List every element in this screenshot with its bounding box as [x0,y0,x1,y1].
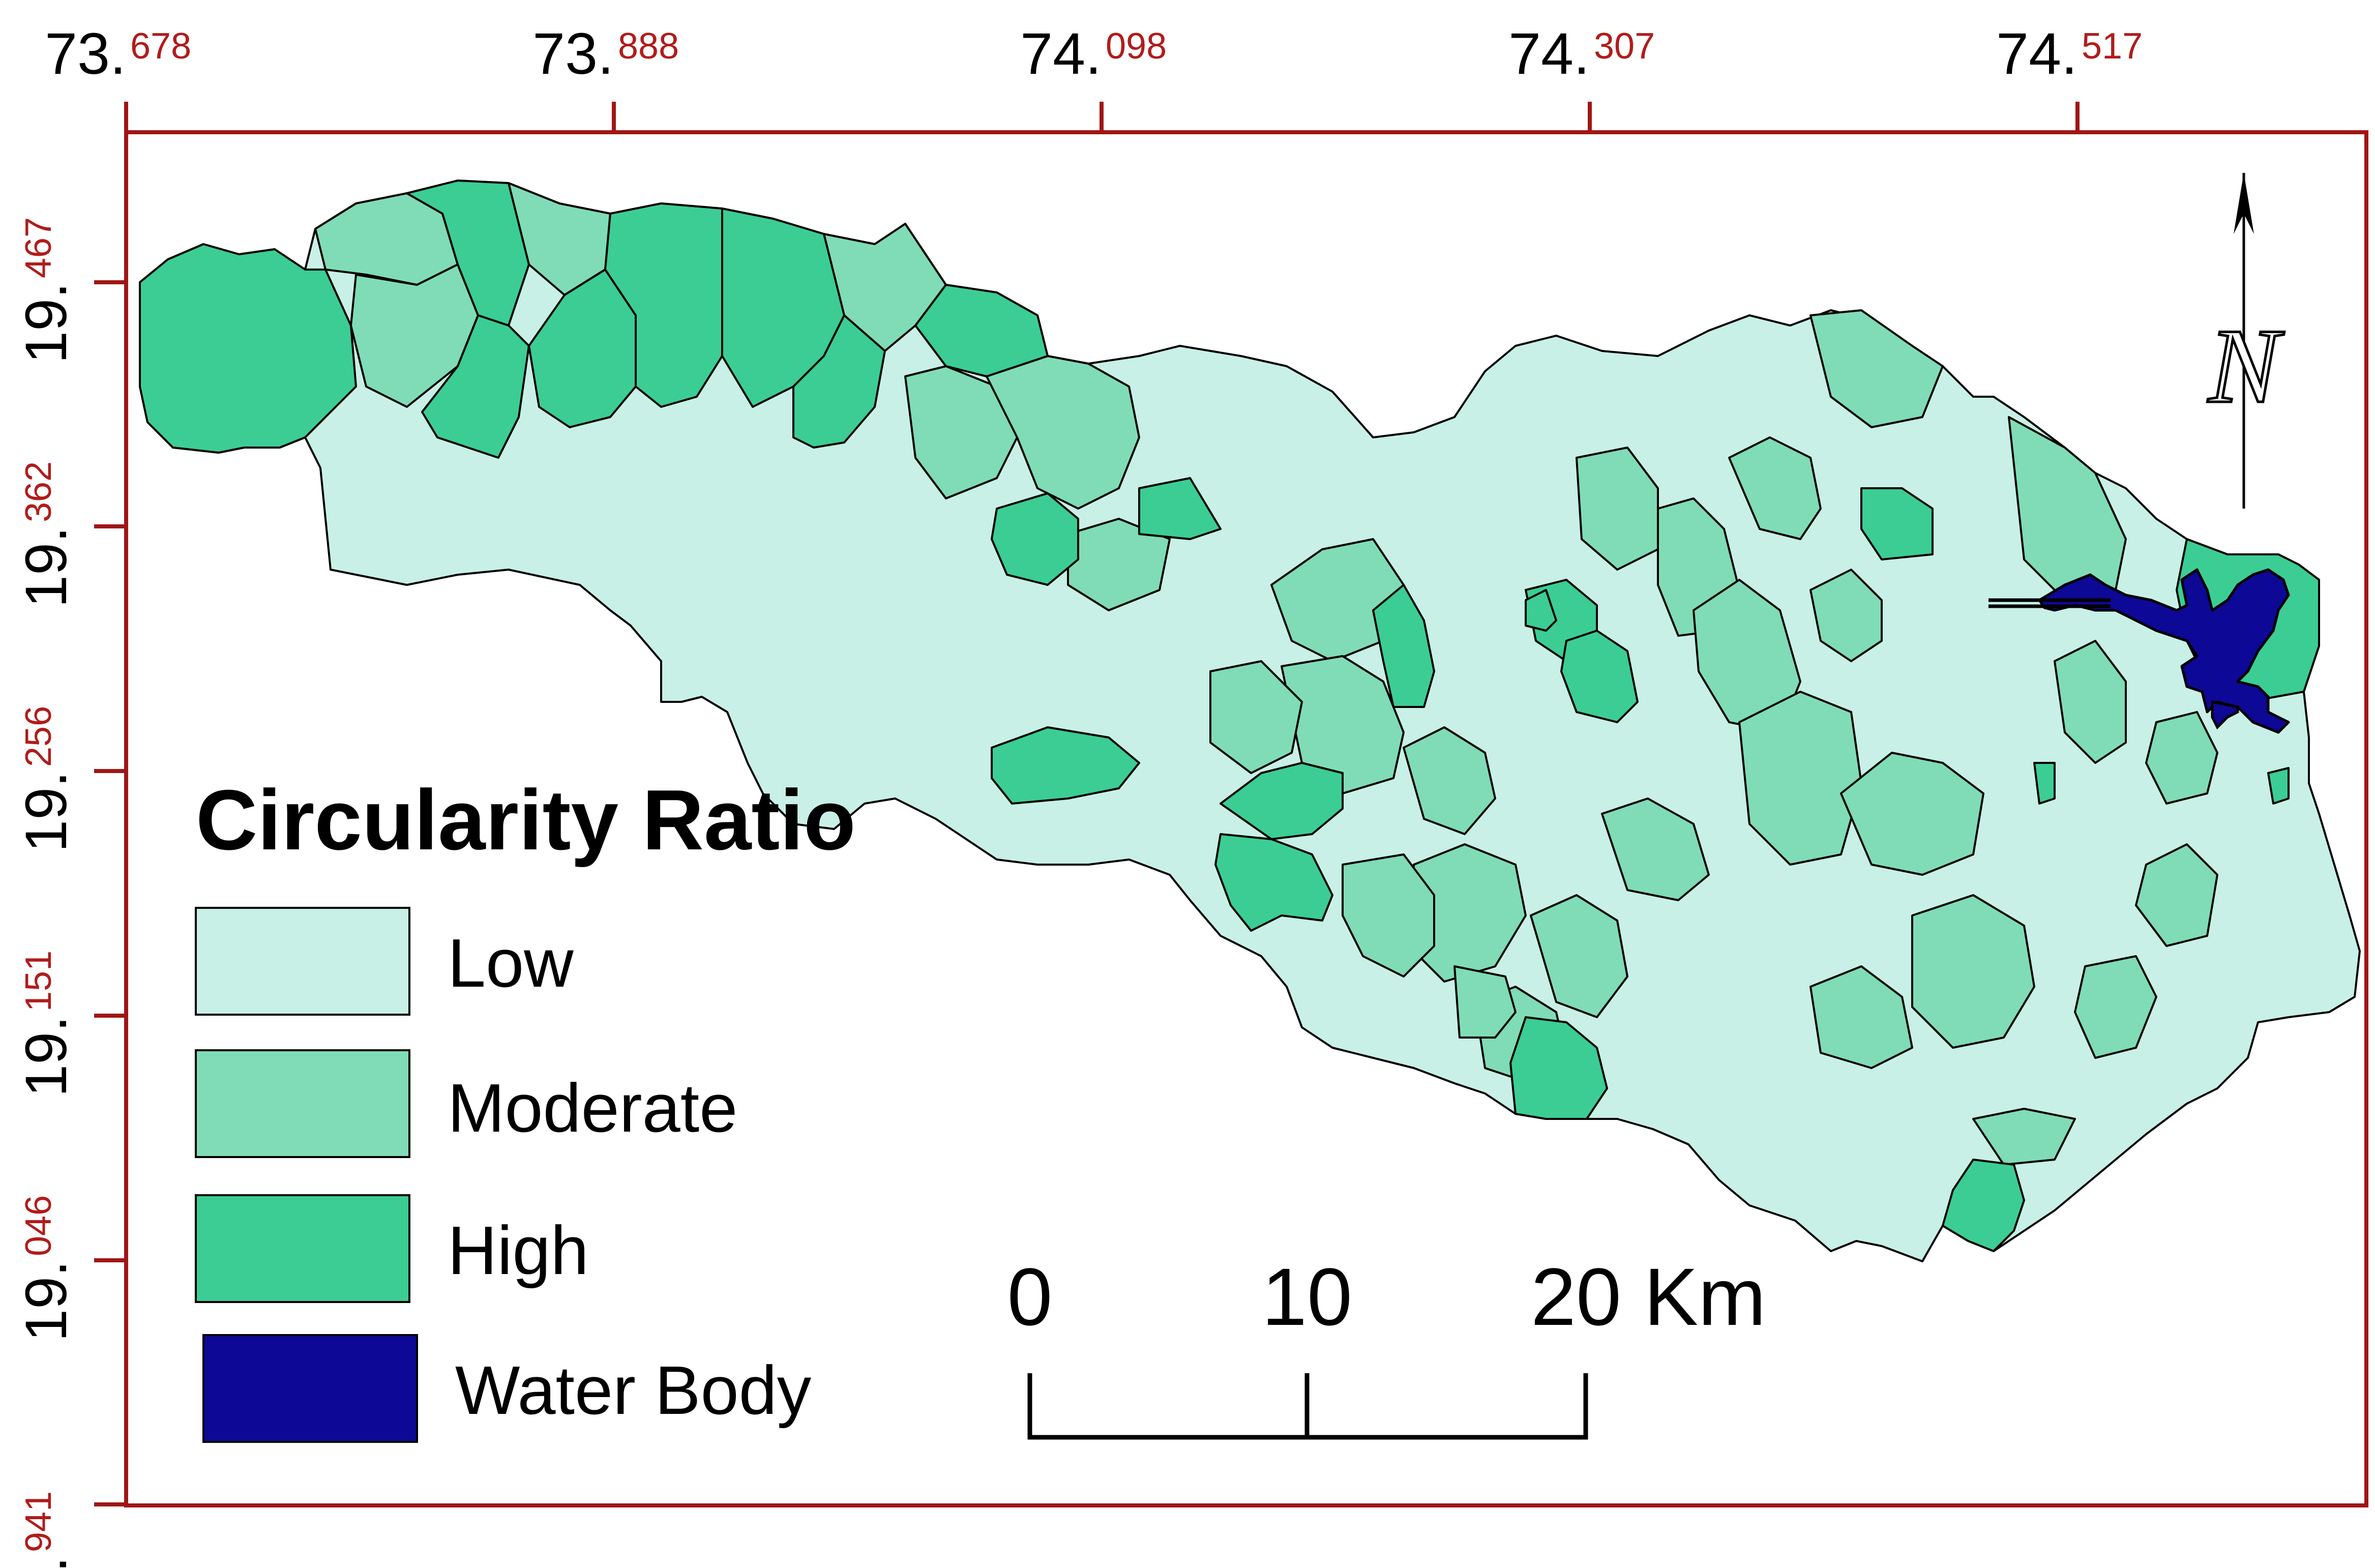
subwatershed-moderate [2008,416,2127,601]
subwatershed-moderate [2054,640,2127,764]
top-tick-label: 73. [45,21,126,86]
water-body [2038,568,2290,734]
subwatershed-moderate [1342,853,1435,978]
subwatershed-high [421,314,530,459]
subwatershed-moderate [1209,660,1303,774]
subwatershed-high [1860,487,1934,560]
scale-label-20-km: 20 Km [1531,1251,1766,1342]
subwatershed-moderate [1728,436,1822,540]
left-tick-fraction: 362 [18,461,59,522]
left-tick-label: 19. [14,282,79,364]
subwatershed-moderate [2145,711,2218,805]
subwatershed-high [914,284,1049,377]
subwatershed-high [1509,1016,1608,1120]
subwatershed-high [1138,477,1222,540]
top-tick-label: 73. [532,21,614,86]
subwatershed-moderate [904,365,1018,499]
subwatershed-high [991,492,1079,586]
subwatershed-high [139,243,357,454]
top-tick-fraction: 888 [618,26,679,67]
top-tick-fraction: 517 [2082,26,2143,67]
north-arrow: N [2206,173,2285,509]
subwatershed-high [792,314,886,449]
legend: Circularity Ratio Low Moderate High Wate… [195,772,856,1443]
subwatershed-high [1214,833,1333,932]
legend-swatch-low [195,907,410,1016]
legend-title: Circularity Ratio [196,772,856,868]
top-tick-label: 74. [1020,21,1102,86]
high-zones [139,180,2320,1252]
subwatershed-moderate [1911,894,2035,1049]
left-tick-fraction: 467 [18,217,59,278]
legend-label-moderate: Moderate [448,1070,737,1146]
left-tick-label: 18. [14,1556,79,1568]
scale-label-0: 0 [1007,1251,1053,1342]
top-tick-label: 74. [1508,21,1590,86]
scale-label-10: 10 [1262,1251,1352,1342]
subwatershed-high [1220,762,1344,840]
legend-swatch-water-body [202,1334,418,1443]
subwatershed-moderate [2074,955,2157,1059]
subwatershed-moderate [1453,965,1517,1039]
top-tick-fraction: 678 [130,26,191,67]
subwatershed-moderate [986,355,1140,510]
left-tick-label: 19. [14,526,79,608]
left-axis [94,280,126,1506]
legend-label-high: High [448,1212,589,1289]
subwatershed-moderate [1403,726,1496,835]
legend-swatch-high [195,1194,410,1303]
subwatershed-moderate [1067,518,1171,611]
left-axis-labels: 19. 467 19. 362 19. 256 19. 151 19. 046 … [14,217,79,1568]
left-tick-fraction: 941 [18,1491,59,1552]
north-arrow-label: N [2207,307,2284,425]
left-tick-fraction: 046 [18,1195,59,1256]
top-axis-labels: 73. 678 73. 888 74. 098 74. 307 74. 517 [45,21,2143,86]
subwatershed-high [2033,762,2056,805]
left-tick-label: 19. [14,1260,79,1342]
subwatershed-moderate [1840,752,1984,876]
subwatershed-moderate [1809,309,1944,428]
subwatershed-moderate [1530,894,1628,1018]
top-tick-label: 74. [1996,21,2077,86]
subwatershed-moderate [1809,965,1913,1069]
left-tick-label: 19. [14,1016,79,1097]
legend-label-water-body: Water Body [455,1352,812,1429]
subwatershed-high [1525,589,1557,632]
moderate-zones [314,182,2218,1166]
top-tick-fraction: 307 [1594,26,1655,67]
top-tick-fraction: 098 [1106,26,1167,67]
subwatershed-high [1372,584,1435,708]
subwatershed-moderate [1972,1108,2076,1166]
reservoir-arm [2211,700,2239,730]
subwatershed-moderate [2135,843,2218,947]
subwatershed-high [2267,767,2290,805]
legend-label-low: Low [448,925,574,1001]
top-axis [124,102,2080,132]
subwatershed-moderate [1809,569,1883,662]
left-tick-label: 19. [14,771,79,852]
dam [1988,598,2111,608]
scale-bar: 0 10 20 Km [1007,1251,1766,1440]
legend-swatch-moderate [195,1049,410,1158]
subwatershed-high [1942,1159,2025,1252]
subwatershed-moderate [1601,797,1710,901]
left-tick-fraction: 151 [18,951,59,1012]
reservoir [2038,568,2290,734]
left-tick-fraction: 256 [18,706,59,767]
subwatershed-high [1560,630,1639,723]
subwatershed-high [604,202,744,408]
subwatershed-high [991,726,1140,805]
north-arrow-head [2234,173,2254,234]
